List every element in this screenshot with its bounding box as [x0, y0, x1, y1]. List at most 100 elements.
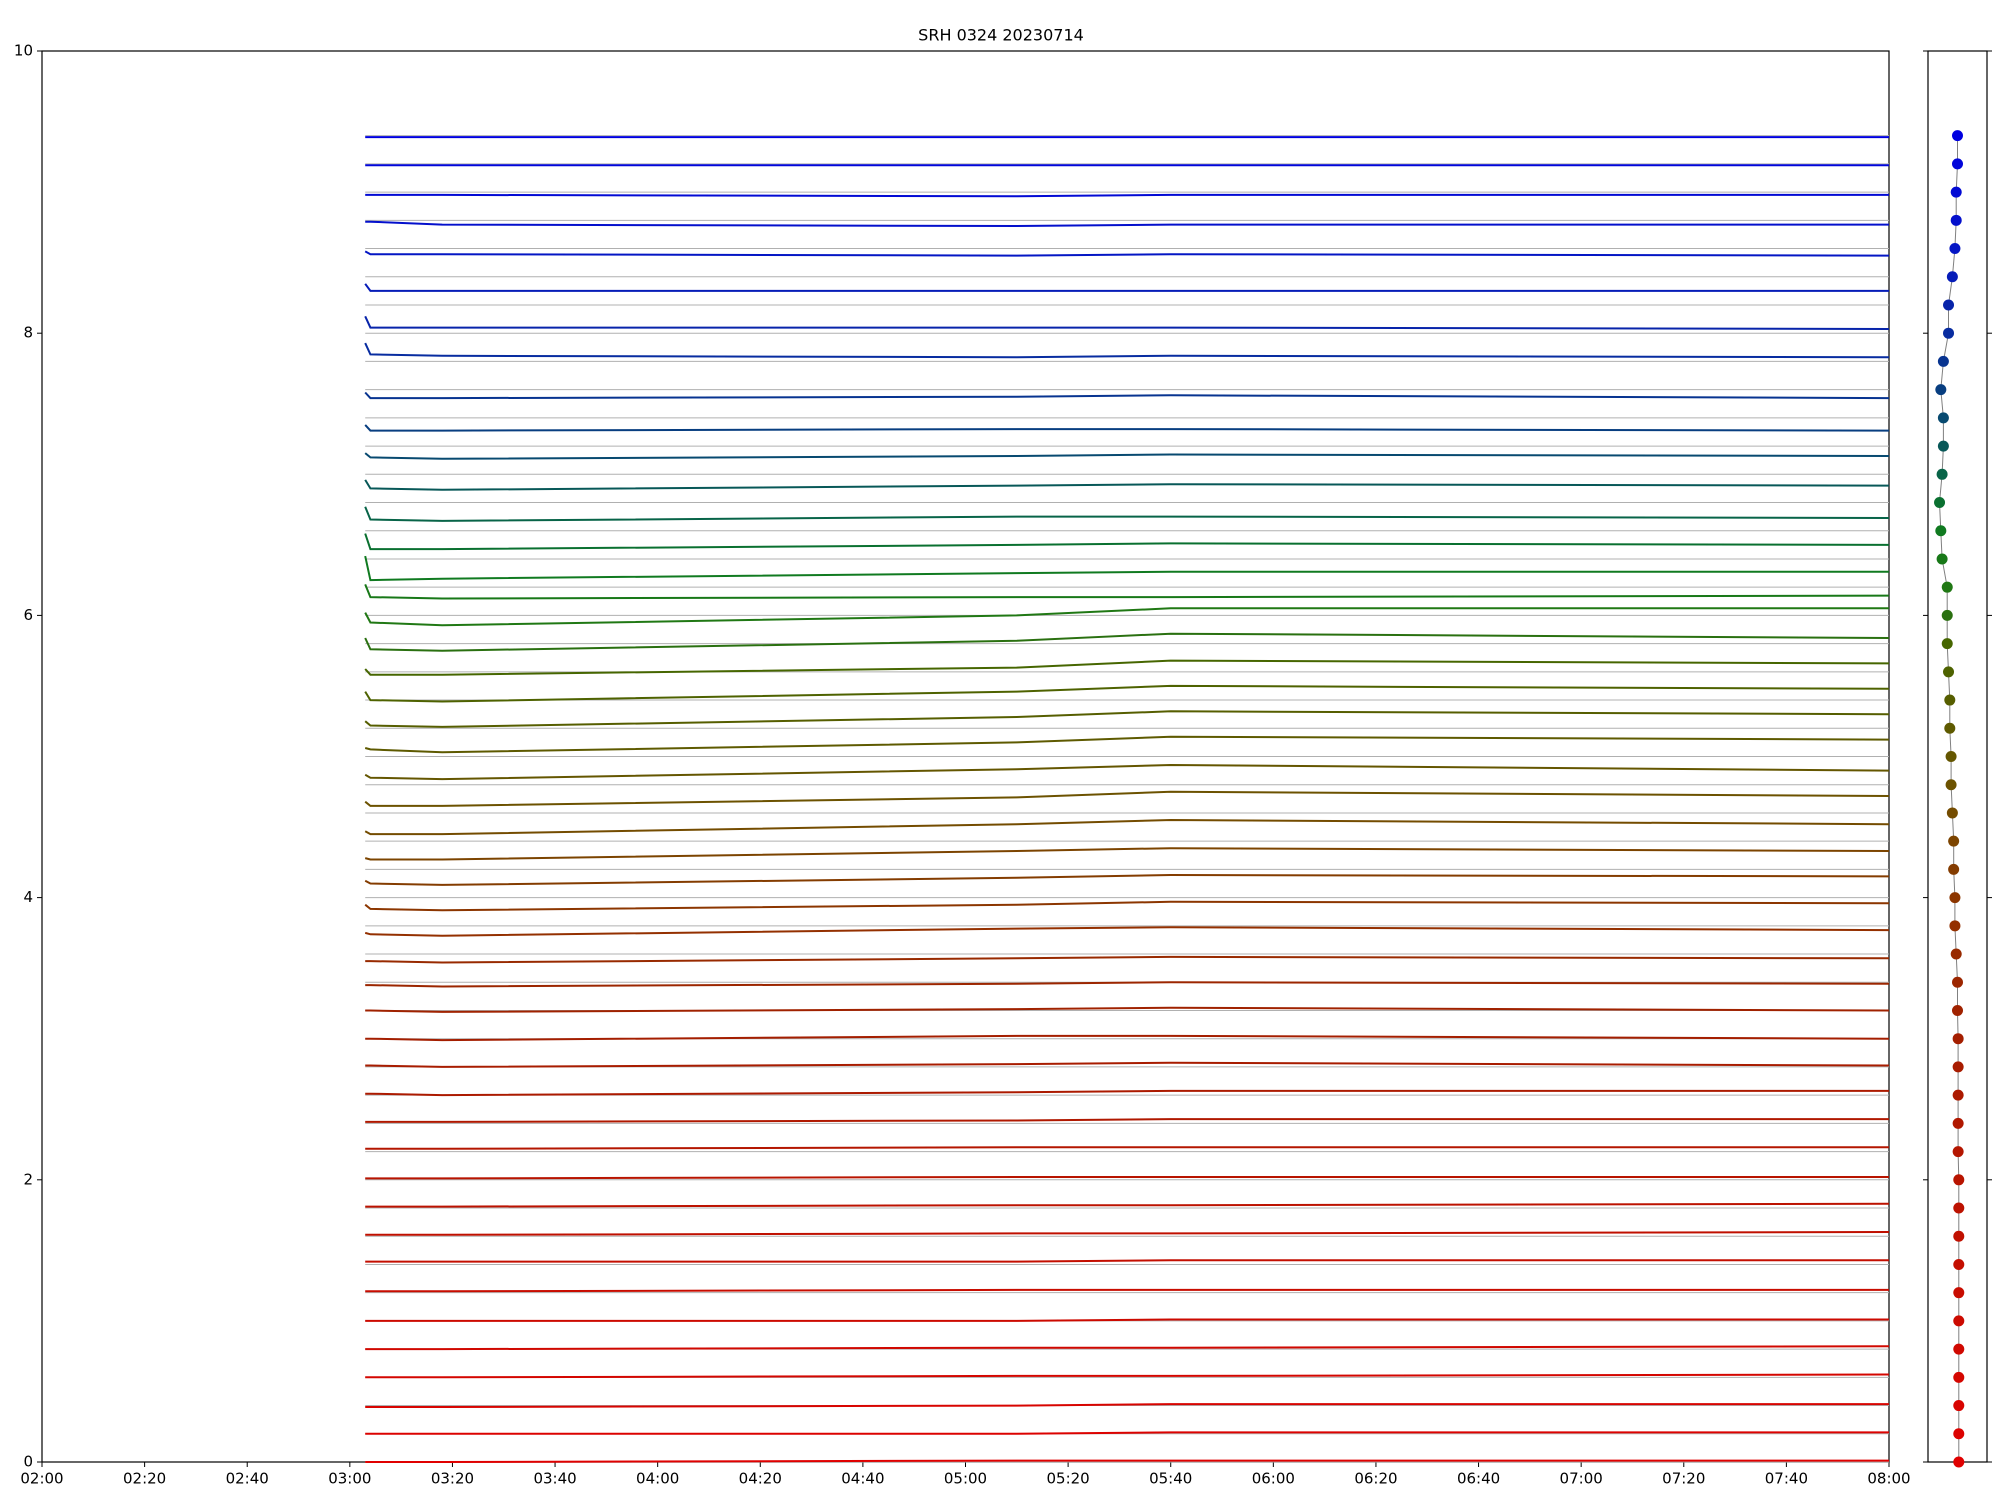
- side-dot: [1936, 468, 1948, 480]
- side-dot: [1950, 186, 1962, 198]
- series-line: [365, 1231, 1890, 1236]
- series-line: [365, 1318, 1889, 1322]
- side-dot: [1943, 327, 1955, 339]
- series-line: [365, 1146, 1889, 1150]
- series-line: [365, 955, 1890, 964]
- side-dot: [1949, 243, 1961, 255]
- side-dot: [1953, 1371, 1965, 1383]
- x-tick-label: 02:00: [20, 1470, 63, 1488]
- side-dot: [1948, 863, 1960, 875]
- series-line: [364, 873, 1890, 886]
- x-tick-label: 07:40: [1765, 1470, 1808, 1488]
- side-dot: [1946, 271, 1958, 283]
- side-dot: [1944, 694, 1956, 706]
- series-line: [365, 1403, 1889, 1408]
- side-dot: [1937, 355, 1949, 367]
- side-dot: [1950, 948, 1962, 960]
- side-dot: [1948, 835, 1960, 847]
- series-line: [364, 555, 1889, 582]
- side-dot: [1952, 1004, 1963, 1016]
- series-line: [365, 1202, 1890, 1208]
- side-dot: [1953, 1174, 1965, 1186]
- x-tick-label: 04:20: [739, 1470, 782, 1488]
- side-dot: [1945, 779, 1957, 791]
- chart-title: SRH 0324 20230714: [918, 26, 1084, 45]
- series-line: [364, 632, 1890, 652]
- x-tick-label: 03:00: [328, 1470, 371, 1488]
- x-tick-label: 07:20: [1662, 1470, 1705, 1488]
- x-tick-label: 02:40: [226, 1470, 269, 1488]
- side-dot: [1935, 384, 1947, 396]
- side-dot: [1952, 1033, 1964, 1045]
- series-line: [364, 250, 1890, 257]
- x-tick-label: 05:40: [1149, 1470, 1192, 1488]
- side-axes-frame: [1927, 50, 1988, 1463]
- side-dot: [1952, 1089, 1964, 1101]
- series-line: [364, 479, 1890, 491]
- side-dot: [1953, 1258, 1965, 1270]
- side-dot: [1949, 920, 1961, 932]
- side-dot: [1941, 609, 1953, 621]
- x-tick-label: 04:40: [841, 1470, 884, 1488]
- side-dot: [1953, 1428, 1965, 1440]
- series-line: [365, 1006, 1890, 1013]
- series-line: [364, 790, 1890, 807]
- side-dot: [1953, 1456, 1965, 1468]
- series-line: [365, 1118, 1889, 1123]
- side-dot: [1941, 581, 1953, 593]
- side-dot: [1953, 1343, 1965, 1355]
- series-line: [364, 424, 1890, 432]
- series-line: [365, 1431, 1889, 1435]
- side-dot: [1952, 158, 1963, 170]
- series-line: [364, 763, 1890, 781]
- series-line: [364, 684, 1890, 703]
- series-line: [364, 900, 1890, 912]
- side-dot: [1952, 130, 1963, 142]
- side-dot: [1952, 976, 1963, 988]
- x-tick-label: 05:20: [1046, 1470, 1089, 1488]
- y-tick-label: 0: [23, 1453, 33, 1471]
- y-tick-label: 8: [23, 324, 33, 342]
- x-tick-label: 03:20: [431, 1470, 474, 1488]
- side-dot: [1953, 1230, 1965, 1242]
- series-line: [365, 1061, 1890, 1068]
- series-line: [364, 926, 1890, 937]
- series-line: [364, 847, 1890, 861]
- x-tick-label: 06:00: [1252, 1470, 1295, 1488]
- side-dot: [1952, 1146, 1964, 1158]
- side-dot: [1936, 553, 1948, 565]
- side-dot: [1935, 525, 1947, 537]
- series-line: [365, 1345, 1890, 1351]
- side-dot: [1937, 412, 1949, 424]
- side-dot: [1952, 1061, 1964, 1073]
- side-dot: [1953, 1287, 1965, 1299]
- y-tick-label: 6: [23, 606, 33, 624]
- x-tick-label: 05:00: [944, 1470, 987, 1488]
- y-tick-label: 10: [14, 42, 33, 60]
- series-line: [365, 1176, 1889, 1180]
- series-line: [364, 506, 1890, 522]
- series-line: [364, 584, 1890, 600]
- side-dot: [1946, 807, 1958, 819]
- side-dot: [1941, 638, 1953, 650]
- series-line: [365, 220, 1889, 228]
- x-tick-label: 03:40: [533, 1470, 576, 1488]
- y-tick-label: 4: [23, 888, 33, 906]
- side-dot: [1953, 1400, 1965, 1412]
- series-line: [364, 452, 1890, 460]
- side-dot: [1934, 497, 1946, 509]
- series-line: [365, 1259, 1889, 1263]
- series-line: [364, 283, 1889, 292]
- series-line: [364, 659, 1890, 676]
- side-dot: [1943, 666, 1955, 678]
- x-tick-label: 04:00: [636, 1470, 679, 1488]
- series-line: [365, 1459, 1889, 1463]
- series-line: [364, 315, 1890, 330]
- series-line: [364, 533, 1890, 551]
- series-line: [364, 735, 1890, 754]
- series-line: [365, 1373, 1890, 1379]
- series-line: [364, 818, 1890, 836]
- side-dot: [1945, 751, 1957, 762]
- side-dot: [1937, 440, 1949, 452]
- series-line: [365, 193, 1889, 198]
